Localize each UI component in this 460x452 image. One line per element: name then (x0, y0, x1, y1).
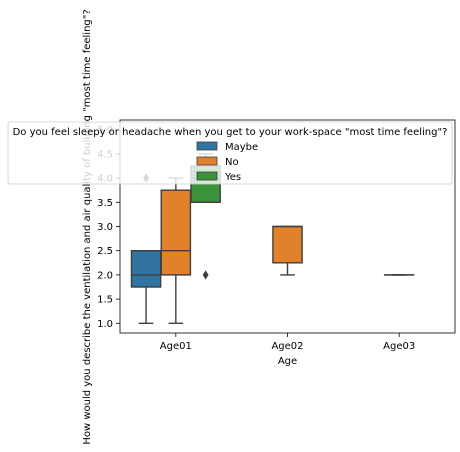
box-maybe-age01 (130, 173, 162, 325)
legend-title: Do you feel sleepy or headache when you … (13, 127, 448, 138)
x-axis-label: Age (278, 356, 297, 367)
y-axis-label: How would you describe the ventilation a… (82, 9, 93, 444)
legend-box (7, 121, 453, 185)
box-no-age02 (272, 225, 303, 276)
x-tick-label: Age02 (271, 341, 303, 352)
box-body (160, 189, 192, 276)
x-tick-label: Age03 (383, 341, 415, 352)
y-tick-label: 3.0 (97, 222, 113, 233)
y-tick-label: 1.0 (97, 319, 113, 330)
y-tick-label: 2.5 (97, 246, 113, 257)
x-tick-label: Age01 (160, 341, 192, 352)
box-body (130, 250, 162, 288)
legend-swatch-maybe (196, 141, 218, 151)
legend-label-no: No (225, 157, 239, 168)
legend-label-yes: Yes (224, 172, 241, 183)
legend-label-maybe: Maybe (225, 142, 258, 153)
y-tick-label: 2.0 (97, 270, 113, 281)
box-body (272, 225, 303, 264)
legend-swatch-yes (196, 171, 218, 181)
y-tick-label: 1.5 (97, 295, 113, 306)
legend-swatch-no (196, 156, 218, 166)
outlier-marker (202, 270, 209, 280)
y-tick-label: 3.5 (97, 198, 113, 209)
box-no-age01 (160, 177, 192, 325)
